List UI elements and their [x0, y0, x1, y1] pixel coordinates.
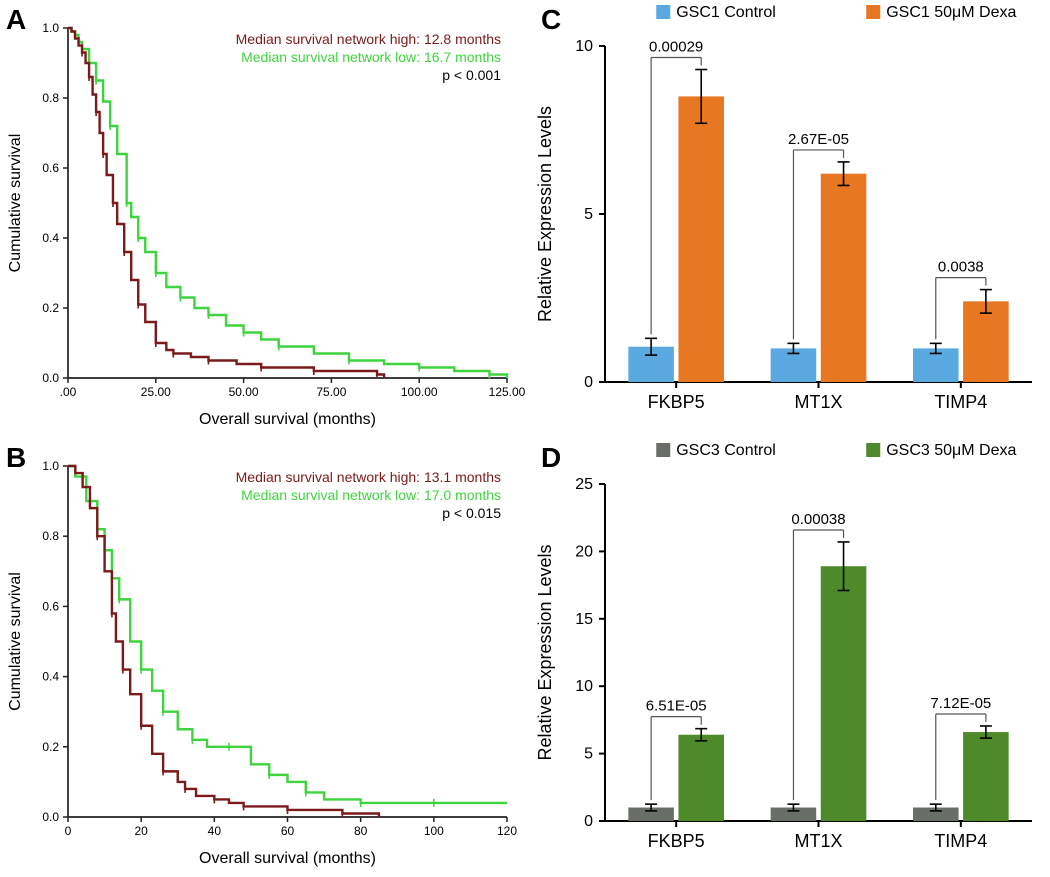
pvalue-label: 6.51E-05: [646, 698, 707, 715]
panel-a: A 0.0 0.2 0.4 0.6 0.8 1.0 .00 25.00 50.00 75.00 10…: [0, 0, 525, 438]
svg-text:0: 0: [65, 824, 72, 838]
svg-text:0.0: 0.0: [42, 810, 59, 824]
svg-text:40: 40: [208, 824, 222, 838]
svg-text:10: 10: [575, 38, 593, 55]
ylabel: Relative Expression Levels: [535, 106, 555, 322]
panel-d-svg: GSC3 Control GSC3 50μM Dexa 0 5 10 15 20 25 Rela…: [525, 438, 1050, 877]
xlabel: Overall survival (months): [199, 850, 376, 867]
ylabel: Cumulative survival: [7, 572, 24, 711]
svg-text:120: 120: [497, 824, 517, 838]
svg-text:0.0: 0.0: [42, 371, 59, 385]
pvalue-label: 0.00029: [649, 39, 703, 56]
svg-text:0.6: 0.6: [42, 599, 59, 613]
legend-label: GSC1 50μM Dexa: [886, 4, 1016, 21]
ylabel: Relative Expression Levels: [535, 544, 555, 760]
svg-text:125.00: 125.00: [489, 385, 525, 399]
svg-text:5: 5: [584, 206, 593, 223]
svg-text:0.8: 0.8: [42, 529, 59, 543]
pvalue-label: 7.12E-05: [930, 695, 991, 712]
svg-text:25.00: 25.00: [141, 385, 171, 399]
svg-text:0: 0: [584, 813, 593, 830]
svg-text:0.2: 0.2: [42, 740, 59, 754]
svg-text:p < 0.015: p < 0.015: [442, 505, 501, 521]
category-label: TIMP4: [934, 392, 987, 412]
svg-text:75.00: 75.00: [316, 385, 346, 399]
panel-c: C GSC1 Control GSC1 50μM Dexa 0 5 10 Relative…: [525, 0, 1050, 438]
panel-c-svg: GSC1 Control GSC1 50μM Dexa 0 5 10 Relative E…: [525, 0, 1050, 438]
svg-text:0.4: 0.4: [42, 231, 59, 245]
svg-text:10: 10: [575, 678, 593, 695]
legend-label: GSC3 50μM Dexa: [886, 442, 1016, 459]
svg-text:Median survival network low:: Median survival network low: 17.0 months: [241, 487, 501, 503]
svg-text:50.00: 50.00: [229, 385, 259, 399]
svg-text:1.0: 1.0: [42, 21, 59, 35]
xlabel: Overall survival (months): [199, 411, 376, 428]
svg-text:Median survival network high:: Median survival network high: 13.1 month…: [236, 469, 501, 485]
category-label: TIMP4: [934, 831, 987, 851]
panel-c-label: C: [541, 4, 561, 36]
panel-b-svg: 0.0 0.2 0.4 0.6 0.8 1.0 0 20 40 60 80 100 120 Overall…: [0, 438, 525, 877]
category-label: MT1X: [794, 392, 842, 412]
pvalue-label: 2.67E-05: [788, 131, 849, 148]
svg-text:0.4: 0.4: [42, 670, 59, 684]
figure-grid: A 0.00.20.40.60.81.0.0025.0050.0075.0010…: [0, 0, 1050, 877]
svg-text:Median survival network low:: Median survival network low: 16.7 months: [241, 49, 501, 65]
svg-text:0.6: 0.6: [42, 161, 59, 175]
svg-text:80: 80: [354, 824, 368, 838]
svg-text:0: 0: [584, 374, 593, 391]
svg-text:0.8: 0.8: [42, 91, 59, 105]
svg-text:Median survival network high:: Median survival network high: 12.8 month…: [236, 31, 501, 47]
category-label: MT1X: [794, 831, 842, 851]
svg-text:p < 0.001: p < 0.001: [442, 67, 501, 83]
svg-text:20: 20: [575, 543, 593, 560]
svg-text:100: 100: [424, 824, 444, 838]
legend-label: GSC3 Control: [676, 442, 776, 459]
pvalue-label: 0.0038: [938, 259, 984, 276]
svg-text:15: 15: [575, 611, 593, 628]
svg-text:100.00: 100.00: [401, 385, 438, 399]
category-label: FKBP5: [648, 392, 705, 412]
ylabel: Cumulative survival: [7, 134, 24, 273]
svg-text:25: 25: [575, 476, 593, 493]
svg-text:5: 5: [584, 746, 593, 763]
svg-text:60: 60: [281, 824, 295, 838]
panel-a-label: A: [6, 4, 26, 36]
panel-b: B 0.0 0.2 0.4 0.6 0.8 1.0 0 20 40 60 80 100 120 Overa…: [0, 438, 525, 877]
panel-a-svg: 0.0 0.2 0.4 0.6 0.8 1.0 .00 25.00 50.00 75.00 100.…: [0, 0, 525, 438]
panel-d: D GSC3 Control GSC3 50μM Dexa 0 5 10 15 20 25 Re…: [525, 438, 1050, 877]
svg-text:20: 20: [134, 824, 148, 838]
legend-label: GSC1 Control: [676, 4, 776, 21]
category-label: FKBP5: [648, 831, 705, 851]
svg-text:1.0: 1.0: [42, 459, 59, 473]
panel-b-label: B: [6, 442, 26, 474]
panel-d-label: D: [541, 442, 561, 474]
pvalue-label: 0.00038: [791, 511, 845, 528]
svg-text:.00: .00: [60, 385, 77, 399]
svg-text:0.2: 0.2: [42, 301, 59, 315]
